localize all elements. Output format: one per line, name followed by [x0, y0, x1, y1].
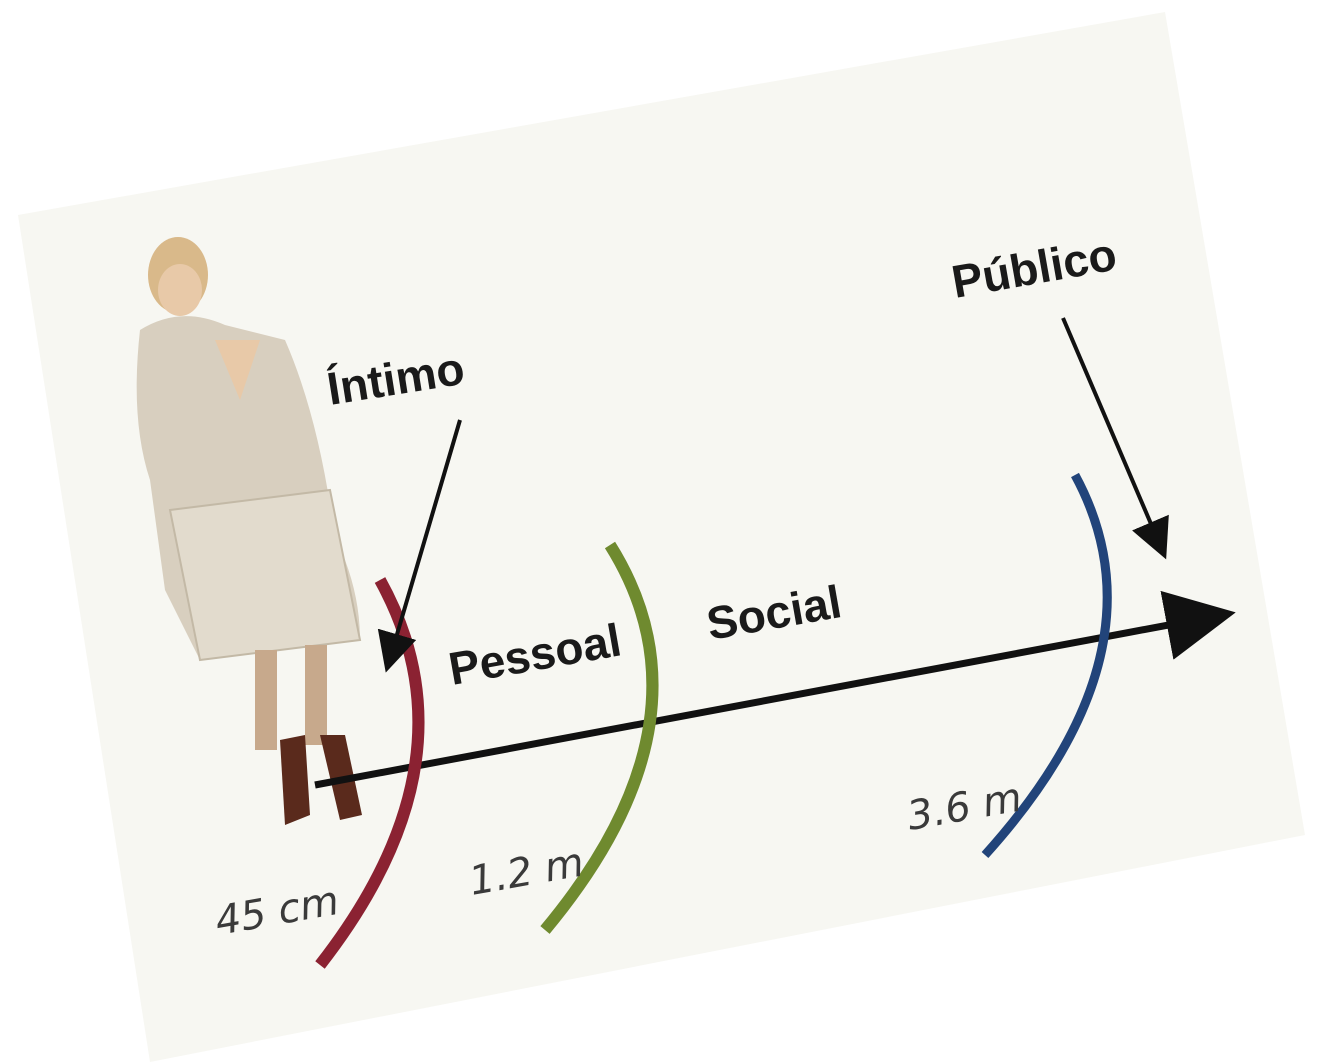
diagram: Íntimo Pessoal Social Público 45 cm 1.2 …: [0, 0, 1319, 1064]
page: Íntimo Pessoal Social Público 45 cm 1.2 …: [0, 0, 1319, 1064]
